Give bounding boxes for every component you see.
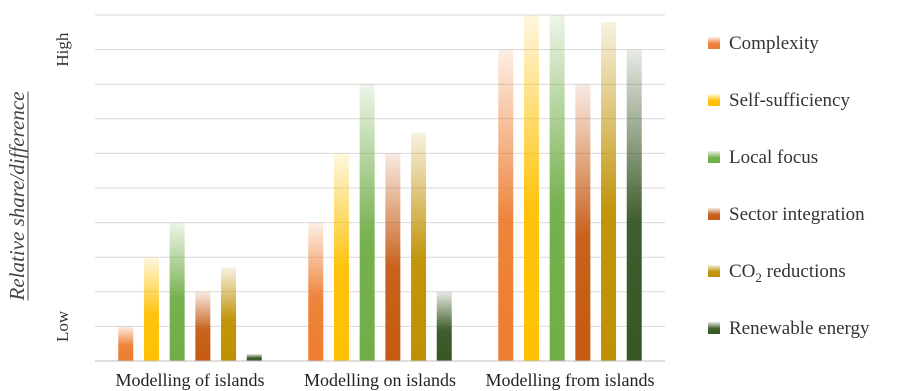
bar-local-focus-modelling-from-islands bbox=[549, 15, 565, 361]
legend-swatch-self-sufficiency bbox=[708, 94, 720, 106]
gridlines bbox=[95, 14, 665, 362]
bars bbox=[118, 15, 642, 361]
bar-sector-integration-modelling-on-islands bbox=[385, 153, 401, 361]
legend-swatch-complexity bbox=[708, 37, 720, 49]
bar-renewable-energy-modelling-from-islands bbox=[626, 49, 642, 361]
bar-renewable-energy-modelling-on-islands bbox=[436, 291, 452, 361]
bar-complexity-modelling-of-islands bbox=[118, 326, 134, 361]
bar-renewable-energy-modelling-of-islands bbox=[246, 354, 262, 361]
bar-sector-integration-modelling-of-islands bbox=[195, 291, 211, 361]
bar-complexity-modelling-on-islands bbox=[308, 222, 324, 361]
legend-swatch-sector-integration bbox=[708, 208, 720, 220]
legend-label-co2-reductions: CO2 reductions bbox=[729, 261, 846, 285]
legend-label-renewable-energy: Renewable energy bbox=[729, 318, 870, 339]
legend-label-local-focus: Local focus bbox=[729, 147, 818, 168]
bar-local-focus-modelling-of-islands bbox=[169, 222, 185, 361]
category-label: Modelling from islands bbox=[486, 370, 655, 390]
bar-co2-reductions-modelling-from-islands bbox=[601, 21, 617, 361]
legend-label-sector-integration: Sector integration bbox=[729, 204, 865, 225]
legend-swatch-local-focus bbox=[708, 151, 720, 163]
bar-sector-integration-modelling-from-islands bbox=[575, 84, 591, 361]
bar-self-sufficiency-modelling-from-islands bbox=[523, 15, 539, 361]
legend-label-self-sufficiency: Self-sufficiency bbox=[729, 90, 850, 111]
legend: Complexity Self-sufficiency Local focus Sec… bbox=[708, 33, 870, 339]
legend-label-complexity: Complexity bbox=[729, 33, 819, 54]
legend-swatch-co2-reductions bbox=[708, 265, 720, 277]
legend-swatch-renewable-energy bbox=[708, 322, 720, 334]
bar-self-sufficiency-modelling-of-islands bbox=[143, 257, 159, 361]
y-axis-title: Relative share/difference bbox=[5, 92, 29, 302]
bar-co2-reductions-modelling-on-islands bbox=[411, 132, 427, 361]
bar-self-sufficiency-modelling-on-islands bbox=[333, 153, 349, 361]
axes: Modelling of islands Modelling on islands… bbox=[5, 32, 665, 390]
y-tick-label: Low bbox=[53, 310, 72, 342]
category-label: Modelling on islands bbox=[304, 370, 456, 390]
bar-complexity-modelling-from-islands bbox=[498, 49, 514, 361]
bar-co2-reductions-modelling-of-islands bbox=[221, 267, 237, 361]
bar-local-focus-modelling-on-islands bbox=[359, 84, 375, 361]
category-label: Modelling of islands bbox=[116, 370, 265, 390]
y-tick-label: High bbox=[53, 32, 72, 67]
